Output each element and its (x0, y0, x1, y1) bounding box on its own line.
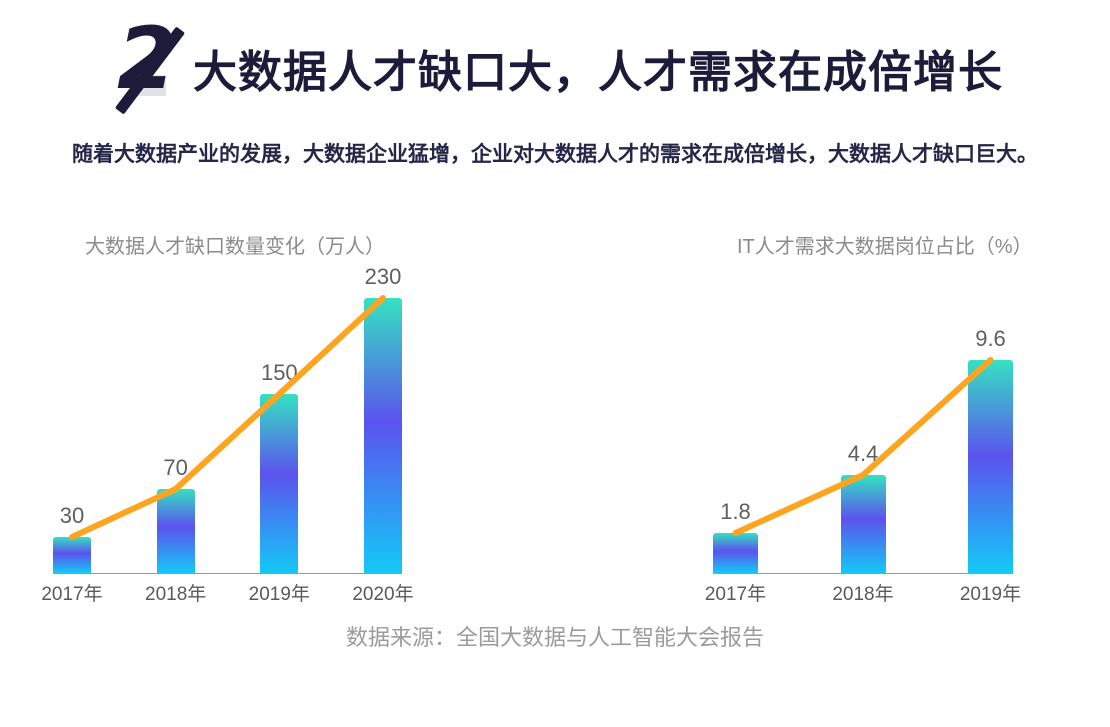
value-label: 70 (163, 454, 188, 480)
bar (156, 489, 195, 573)
section-number-2-icon: 2 (107, 9, 186, 122)
bar-column: 230 (363, 263, 402, 573)
bar-column: 1.8 (713, 498, 758, 573)
left-chart-x-axis-labels: 2017年 2018年 2019年 2020年 (41, 579, 414, 606)
value-label: 30 (59, 502, 85, 528)
subtitle: 随着大数据产业的发展，大数据企业猛增，企业对大数据人才的需求在成倍增长，大数据人… (72, 143, 1038, 166)
bar-column: 70 (156, 454, 195, 573)
value-label: 4.4 (847, 440, 879, 466)
bar-column: 4.4 (840, 440, 886, 573)
right-chart-title: IT人才需求大数据岗位占比（%） (737, 236, 1033, 258)
bar-column: 9.6 (968, 325, 1013, 573)
value-label: 230 (364, 263, 402, 289)
bar-column: 150 (260, 359, 299, 573)
header: 2 大数据人才缺口大，人才需求在成倍增长 (0, 14, 1110, 122)
x-axis-label: 2019年 (248, 584, 310, 605)
x-axis-label: 2017年 (704, 584, 767, 605)
left-chart-plot: 30 70 150 230 (53, 264, 402, 574)
bar (363, 298, 402, 573)
value-label: 9.6 (975, 325, 1006, 351)
footer: 数据来源：全国大数据与人工智能大会报告 (0, 620, 1110, 652)
right-chart-x-axis-labels: 2017年 2018年 2019年 (704, 579, 1022, 606)
it-demand-chart: IT人才需求大数据岗位占比（%） 1.8 4.4 9.6 2017年 2018年 201… (704, 225, 1033, 606)
x-axis-label: 2018年 (832, 584, 894, 605)
trend-line (69, 295, 386, 540)
bar (713, 533, 758, 573)
bar (53, 537, 91, 573)
x-axis-label: 2019年 (959, 584, 1022, 605)
x-axis-label: 2020年 (352, 584, 414, 605)
page-title: 大数据人才缺口大，人才需求在成倍增长 (193, 48, 1003, 97)
talent-gap-chart: 大数据人才缺口数量变化（万人） 30 70 150 230 2017年 2018年 201… (41, 225, 414, 606)
data-source-text: 数据来源：全国大数据与人工智能大会报告 (345, 625, 764, 650)
x-axis-label: 2018年 (145, 584, 207, 605)
bar (840, 475, 886, 573)
section-number-text: 2 (117, 9, 177, 109)
x-axis-label: 2017年 (41, 584, 103, 605)
bar (260, 394, 299, 573)
left-chart-title: 大数据人才缺口数量变化（万人） (85, 236, 385, 258)
value-label: 150 (260, 359, 298, 385)
value-label: 1.8 (720, 498, 751, 524)
right-chart-plot: 1.8 4.4 9.6 (713, 326, 1013, 574)
bar (968, 360, 1013, 573)
bar-column: 30 (53, 502, 91, 573)
